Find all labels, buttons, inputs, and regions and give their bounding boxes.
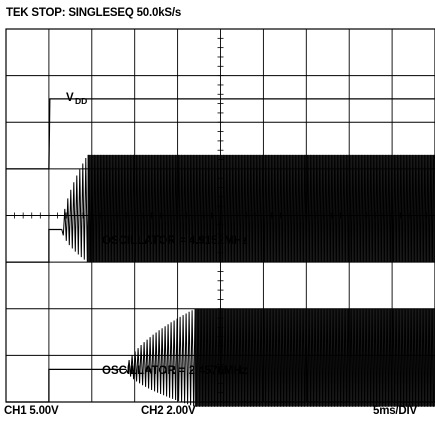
ch2-baseline-trace	[6, 368, 127, 403]
oscillator-2-label: OSCILLATOR = 2.4576MHz	[102, 365, 248, 377]
oscillator-1-label: OSCILLATOR = 4.9152MHz	[102, 235, 248, 247]
ch1-vdd-trace	[6, 98, 435, 170]
oscillator-envelope-fill	[87, 154, 435, 263]
timebase-label: 5ms/DIV	[373, 405, 417, 417]
ch1-scale-label: CH1 5.00V	[4, 405, 59, 417]
ch2-baseline-trace	[6, 228, 62, 263]
oscillator-envelope-fill	[194, 308, 435, 407]
waveform-traces	[6, 98, 435, 407]
ch2-scale-label: CH2 2.00V	[141, 405, 196, 417]
vdd-label-subscript: DD	[75, 96, 87, 106]
vdd-label-v: V	[66, 92, 74, 104]
scope-status-header: TEK STOP: SINGLESEQ 50.0kS/s	[6, 7, 182, 19]
